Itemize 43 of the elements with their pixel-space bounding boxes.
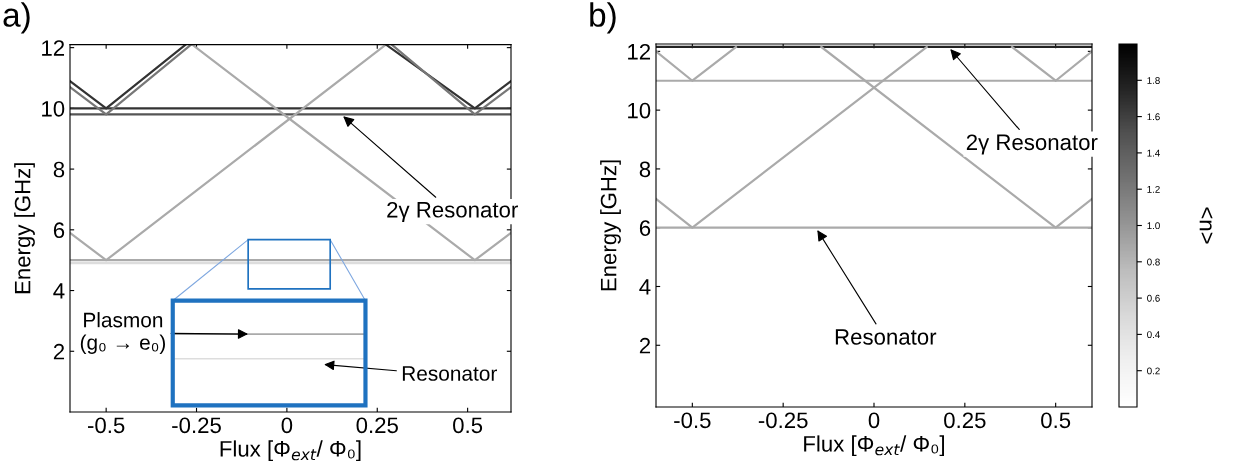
y-tick-label: 12 — [628, 43, 651, 60]
y-tick-label: 10 — [628, 102, 651, 119]
x-tick-label: 0.5 — [1041, 412, 1071, 429]
annotation: Plasmon (g₀ → e₀) — [80, 312, 166, 354]
y-axis-title: Energy [GHz] — [600, 160, 621, 291]
x-tick-label: -0.5 — [674, 412, 711, 429]
y-axis-title: Energy [GHz] — [14, 163, 35, 294]
y-tick-label: 2 — [639, 337, 651, 354]
x-tick-label: 0 — [281, 417, 293, 434]
x-tick-label: 0.25 — [356, 417, 398, 434]
y-tick-label: 12 — [42, 40, 65, 56]
y-tick-label: 6 — [53, 222, 65, 239]
x-tick-label: -0.25 — [172, 417, 221, 434]
color-bar-label: 1.8 — [1147, 77, 1160, 84]
annotation: Resonator — [402, 366, 497, 381]
chart-title: a) — [3, 2, 30, 34]
annotation: Resonator — [835, 329, 937, 345]
color-bar-label: 0.2 — [1147, 367, 1160, 375]
x-axis-title: Flux [Φ$_{ext}$/ Φ₀] — [220, 440, 361, 462]
x-tick-label: 0 — [868, 412, 880, 429]
color-bar-label: 0.6 — [1147, 294, 1160, 302]
color-bar-label: 1.0 — [1147, 222, 1160, 230]
y-tick-label: 4 — [639, 279, 651, 295]
x-tick-label: 0.25 — [944, 412, 986, 429]
x-tick-label: -0.5 — [87, 417, 125, 434]
color-bar-label: 0.4 — [1147, 331, 1160, 339]
color-bar-label: 1.4 — [1147, 149, 1160, 157]
chart-title: b) — [590, 2, 616, 34]
color-bar-title: <n> — [1199, 207, 1213, 244]
y-tick-label: 2 — [53, 343, 65, 360]
color-bar-label: 1.2 — [1147, 185, 1160, 193]
y-tick-label: 4 — [53, 283, 65, 299]
y-tick-label: 8 — [53, 161, 65, 178]
color-bar-label: 0.8 — [1147, 258, 1160, 266]
annotation: 2γ Resonator — [966, 134, 1098, 155]
y-tick-label: 10 — [42, 100, 65, 117]
x-tick-label: 0.5 — [453, 417, 483, 434]
annotation: 2γ Resonator — [387, 201, 518, 223]
color-bar-label: 1.6 — [1147, 113, 1160, 121]
x-axis-title: Flux [Φ$_{ext}$/ Φ₀] — [804, 435, 944, 457]
y-tick-label: 8 — [639, 161, 651, 178]
x-tick-label: -0.25 — [758, 412, 808, 429]
y-tick-label: 6 — [639, 220, 651, 236]
